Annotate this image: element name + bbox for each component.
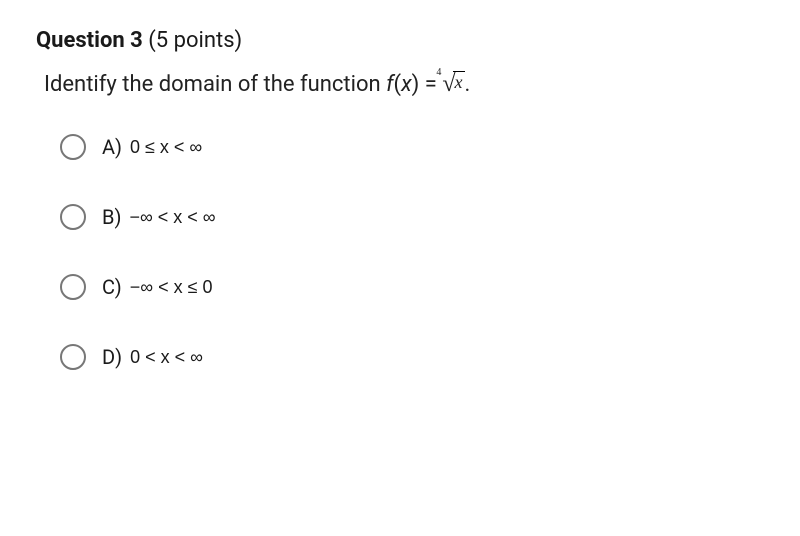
option-c[interactable]: C) −∞ < x ≤ 0: [60, 274, 764, 300]
radio-icon[interactable]: [60, 344, 86, 370]
option-math: 0 < x < ∞: [130, 347, 203, 368]
prompt-period: .: [465, 72, 471, 97]
radical-expression: 4√x: [442, 71, 464, 98]
prompt-text: Identify the domain of the function: [44, 72, 386, 97]
function-f: f: [386, 72, 393, 97]
radicand: x: [453, 71, 465, 93]
option-b[interactable]: B) −∞ < x < ∞: [60, 204, 764, 230]
option-letter: D): [102, 345, 122, 369]
option-math: 0 ≤ x < ∞: [130, 137, 202, 158]
question-prompt: Identify the domain of the function f(x)…: [44, 71, 764, 98]
option-letter: C): [102, 275, 122, 299]
question-header: Question 3 (5 points): [36, 28, 764, 53]
function-arg: x: [401, 72, 412, 97]
option-letter: B): [102, 205, 121, 229]
radio-icon[interactable]: [60, 134, 86, 160]
option-a[interactable]: A) 0 ≤ x < ∞: [60, 134, 764, 160]
question-points: (5 points): [148, 28, 242, 53]
option-math: −∞ < x < ∞: [129, 207, 215, 228]
option-math: −∞ < x ≤ 0: [130, 277, 213, 298]
root-index: 4: [436, 67, 441, 78]
options-list: A) 0 ≤ x < ∞ B) −∞ < x < ∞ C) −∞ < x ≤ 0…: [60, 134, 764, 370]
option-letter: A): [102, 135, 122, 159]
radio-icon[interactable]: [60, 204, 86, 230]
option-d[interactable]: D) 0 < x < ∞: [60, 344, 764, 370]
question-label: Question 3: [36, 28, 143, 53]
radio-icon[interactable]: [60, 274, 86, 300]
